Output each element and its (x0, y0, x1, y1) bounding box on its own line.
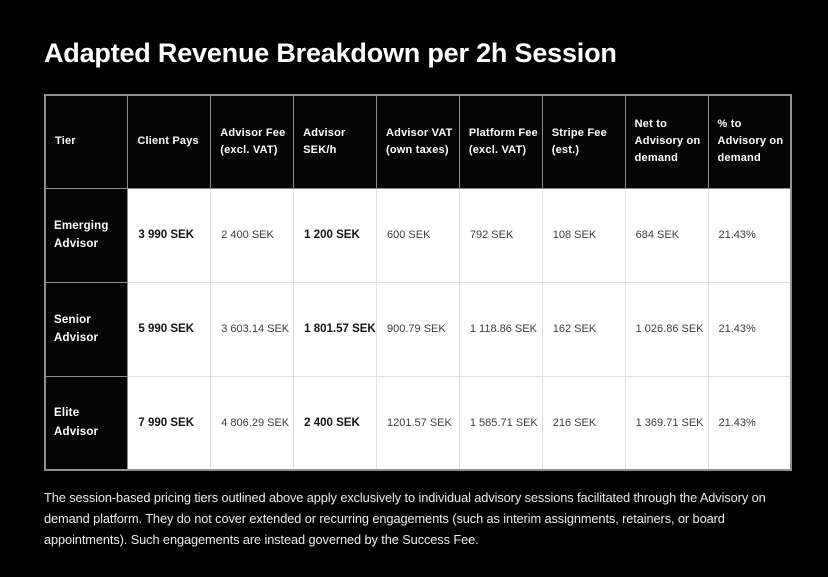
footnote-line: demand platform. They do not cover exten… (44, 511, 725, 527)
column-header-client-pays: Client Pays (127, 94, 212, 189)
table-cell-advisor-vat: 1201.57 SEK (376, 375, 460, 471)
table-body: Emerging Advisor 3 990 SEK 2 400 SEK 1 2… (44, 187, 792, 471)
table-cell-client-pays: 3 990 SEK (127, 187, 212, 283)
table-cell-advisor-vat: 900.79 SEK (376, 281, 460, 377)
column-header-stripe-fee: Stripe Fee (est.) (541, 94, 626, 189)
column-header-advisor-vat: Advisor VAT (own taxes) (376, 94, 460, 189)
footnote-line: appointments). Such engagements are inst… (44, 532, 479, 548)
column-header-advisor-fee: Advisor Fee (excl. VAT) (210, 94, 295, 189)
page-title: Adapted Revenue Breakdown per 2h Session (44, 38, 617, 68)
tier-cell: Senior Advisor (44, 281, 129, 377)
table-header: Tier Client Pays Advisor Fee (excl. VAT)… (44, 94, 792, 189)
table-cell-client-pays: 7 990 SEK (127, 375, 212, 471)
column-header-platform-fee: Platform Fee (excl. VAT) (458, 94, 543, 189)
column-header-tier: Tier (44, 94, 129, 189)
table-cell-pct-to-advisory: 21.43% (707, 281, 792, 377)
table-row-senior-advisor: Senior Advisor 5 990 SEK 3 603.14 SEK 1 … (44, 281, 792, 377)
tier-cell: Emerging Advisor (44, 187, 129, 283)
table-cell-stripe-fee: 216 SEK (541, 375, 626, 471)
table-cell-stripe-fee: 162 SEK (541, 281, 626, 377)
table-cell-net-to-advisory: 684 SEK (624, 187, 709, 283)
table-cell-platform-fee: 792 SEK (458, 187, 543, 283)
table-cell-advisor-fee: 4 806.29 SEK (210, 375, 295, 471)
table-row-emerging-advisor: Emerging Advisor 3 990 SEK 2 400 SEK 1 2… (44, 187, 792, 283)
table-cell-advisor-vat: 600 SEK (376, 187, 460, 283)
column-header-net-to-advisory: Net to Advisory on demand (624, 94, 709, 189)
table-header-row: Tier Client Pays Advisor Fee (excl. VAT)… (44, 94, 792, 189)
table-cell-advisor-sek-h: 1 200 SEK (293, 187, 377, 283)
table-cell-pct-to-advisory: 21.43% (707, 187, 792, 283)
footnote-line: The session-based pricing tiers outlined… (44, 490, 766, 506)
revenue-breakdown-table: Tier Client Pays Advisor Fee (excl. VAT)… (44, 94, 792, 472)
table-cell-advisor-fee: 3 603.14 SEK (210, 281, 295, 377)
table-cell-pct-to-advisory: 21.43% (707, 375, 792, 471)
table-cell-platform-fee: 1 118.86 SEK (458, 281, 543, 377)
footnote: The session-based pricing tiers outlined… (44, 487, 792, 550)
table-cell-platform-fee: 1 585.71 SEK (458, 375, 543, 471)
table-cell-advisor-sek-h: 2 400 SEK (293, 375, 377, 471)
table-cell-stripe-fee: 108 SEK (541, 187, 626, 283)
column-header-pct-to-advisory: % to Advisory on demand (707, 94, 792, 189)
table-cell-net-to-advisory: 1 369.71 SEK (624, 375, 709, 471)
table-cell-client-pays: 5 990 SEK (127, 281, 212, 377)
tier-cell: Elite Advisor (44, 375, 129, 471)
table-cell-advisor-fee: 2 400 SEK (210, 187, 295, 283)
column-header-advisor-sek-h: Advisor SEK/h (293, 94, 377, 189)
table-row-elite-advisor: Elite Advisor 7 990 SEK 4 806.29 SEK 2 4… (44, 375, 792, 471)
table-cell-net-to-advisory: 1 026.86 SEK (624, 281, 709, 377)
table-cell-advisor-sek-h: 1 801.57 SEK (293, 281, 377, 377)
